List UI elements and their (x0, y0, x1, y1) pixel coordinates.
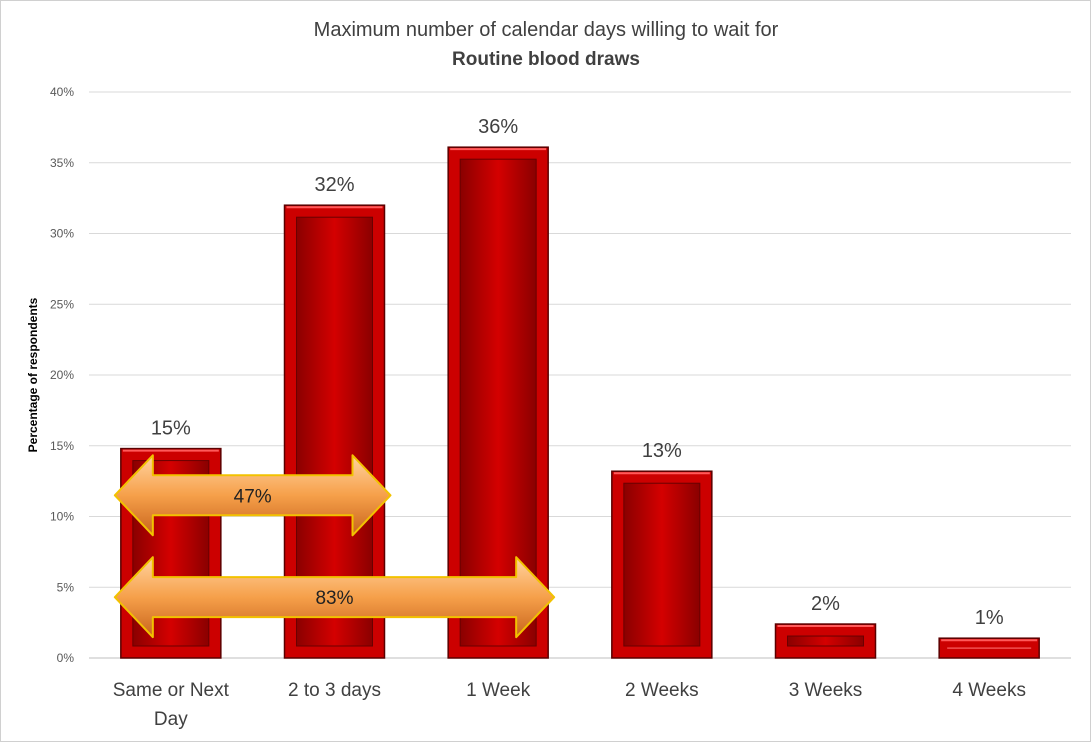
x-tick-label: 1 Week (466, 680, 531, 701)
y-tick-label: 25% (50, 297, 74, 311)
bar (938, 637, 1040, 659)
x-tick-label: 2 to 3 days (288, 680, 381, 701)
data-label: 1% (975, 607, 1004, 629)
bar-face (787, 635, 864, 647)
y-tick-label: 30% (50, 227, 74, 241)
x-tick-label: 4 Weeks (952, 680, 1026, 701)
bar-face (296, 216, 373, 647)
y-tick-label: 35% (50, 156, 74, 170)
data-label: 2% (811, 593, 840, 615)
data-label: 13% (642, 440, 682, 462)
x-tick-label: 2 Weeks (625, 680, 699, 701)
y-tick-label: 5% (57, 580, 75, 594)
annotations: 47% 83% (113, 454, 556, 639)
x-tick-label: Day (154, 709, 188, 730)
y-tick-label: 40% (50, 85, 74, 99)
x-tick-label: 3 Weeks (789, 680, 863, 701)
bar (611, 470, 713, 659)
y-tick-label: 0% (57, 651, 75, 665)
bar (774, 623, 877, 659)
data-label: 32% (314, 174, 354, 196)
y-axis-label: Percentage of respondents (26, 297, 40, 452)
bar-face (623, 482, 701, 647)
data-labels: 15% 32% 36% 13% 2% 1% (151, 116, 1004, 629)
y-tick-label: 20% (50, 368, 74, 382)
arrow-label: 83% (315, 588, 353, 609)
chart-subtitle: Routine blood draws (452, 49, 640, 70)
x-axis: Same or Next Day 2 to 3 days 1 Week 2 Weeks 3… (113, 680, 1026, 730)
chart-title: Maximum number of calendar days willing … (314, 19, 779, 41)
y-tick-label: 15% (50, 439, 74, 453)
double-arrow-shape (113, 556, 556, 639)
x-tick-label: Same or Next (113, 680, 230, 701)
double-arrow-shape (113, 454, 392, 537)
data-label: 36% (478, 116, 518, 138)
data-label: 15% (151, 418, 191, 440)
gridlines (89, 91, 1071, 659)
y-tick-label: 10% (50, 510, 74, 524)
y-axis: 0% 5% 10% 15% 20% 25% 30% 35% 40% (50, 85, 74, 665)
arrow-label: 47% (234, 486, 272, 507)
range-arrow: 83% (113, 556, 556, 639)
range-arrow: 47% (113, 454, 392, 537)
